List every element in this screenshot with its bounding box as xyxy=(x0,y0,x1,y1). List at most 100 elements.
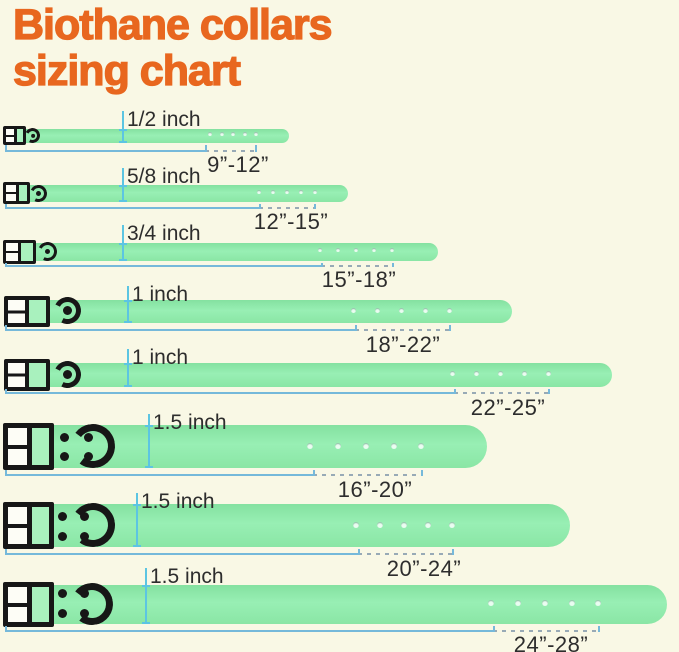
buckle-left-cell xyxy=(6,243,19,261)
size-range-label: 20”-24” xyxy=(386,556,462,581)
length-tick-min xyxy=(493,626,495,632)
buckle-right-cell xyxy=(31,428,49,465)
width-label: 3/4 inch xyxy=(127,222,201,245)
length-tick-max xyxy=(548,389,550,394)
strap-hole xyxy=(425,522,431,528)
buckle-left-cell xyxy=(8,507,27,544)
length-line-dashed xyxy=(493,630,600,632)
strap-hole xyxy=(363,443,369,449)
width-measure-cap-top xyxy=(145,425,153,427)
size-range-label: 16”-20” xyxy=(337,477,413,502)
length-line-solid xyxy=(5,207,259,209)
strap-hole xyxy=(377,522,383,528)
length-tick-min xyxy=(358,549,360,555)
collar-strap xyxy=(10,300,512,323)
size-range-label: 12”-15” xyxy=(253,209,329,234)
length-tick-start xyxy=(5,626,7,632)
width-measure-line xyxy=(145,568,147,624)
width-label: 1/2 inch xyxy=(127,108,201,131)
width-label: 5/8 inch xyxy=(127,165,201,188)
width-measure-line xyxy=(122,111,124,143)
width-measure-line xyxy=(148,414,150,468)
buckle-right-cell xyxy=(18,185,27,201)
width-measure-cap-bottom xyxy=(145,466,153,468)
strap-hole xyxy=(299,190,303,194)
length-tick-max xyxy=(421,470,423,476)
strap-hole xyxy=(243,132,247,136)
strap-hole xyxy=(254,132,258,136)
length-tick-max xyxy=(598,626,600,632)
strap-hole xyxy=(473,371,479,376)
strap-hole xyxy=(335,443,341,449)
length-tick-min xyxy=(313,470,315,476)
length-line-dashed xyxy=(454,392,550,394)
length-line-dashed xyxy=(259,207,316,209)
strap-hole xyxy=(449,522,455,528)
width-measure-cap-bottom xyxy=(119,141,127,143)
buckle-frame-icon xyxy=(4,296,50,327)
strap-hole xyxy=(521,371,527,376)
buckle-divider xyxy=(26,587,32,622)
length-tick-max xyxy=(449,325,451,331)
strap-hole xyxy=(374,308,380,313)
length-tick-max xyxy=(452,549,454,555)
width-measure-cap-bottom xyxy=(119,200,127,202)
width-measure-cap-top xyxy=(124,363,132,365)
width-measure-cap-bottom xyxy=(119,259,127,261)
length-line-solid xyxy=(5,553,358,555)
strap-hole xyxy=(231,132,235,136)
buckle-frame-icon xyxy=(3,126,26,145)
strap-hole xyxy=(285,190,289,194)
width-measure-line xyxy=(127,349,129,387)
buckle-frame-icon xyxy=(3,582,54,627)
buckle-right-cell xyxy=(31,507,49,544)
buckle-right-cell xyxy=(21,243,33,261)
width-measure-cap-bottom xyxy=(124,385,132,387)
buckle-divider xyxy=(25,363,30,387)
buckle-left-cell xyxy=(8,587,27,622)
buckle-right-cell xyxy=(31,587,49,622)
strap-hole xyxy=(390,248,394,252)
buckle-divider xyxy=(26,507,32,544)
strap-hole xyxy=(353,522,359,528)
length-line-solid xyxy=(5,630,493,632)
length-tick-start xyxy=(5,549,7,555)
length-tick-min xyxy=(205,145,207,152)
buckle-right-cell xyxy=(16,129,23,142)
length-line-solid xyxy=(5,150,205,152)
buckle-left-cell xyxy=(8,428,27,465)
strap-hole xyxy=(271,190,275,194)
length-tick-max xyxy=(392,263,394,267)
length-line-dashed xyxy=(313,474,423,476)
width-label: 1 inch xyxy=(132,283,189,306)
strap-hole xyxy=(313,190,317,194)
title-line-2: sizing chart xyxy=(12,47,241,96)
strap-hole xyxy=(488,600,494,606)
width-measure-cap-top xyxy=(133,504,141,506)
length-tick-min xyxy=(454,389,456,394)
strap-hole xyxy=(398,308,404,313)
strap-hole xyxy=(595,600,601,606)
strap-hole xyxy=(497,371,503,376)
length-tick-max xyxy=(314,204,316,209)
strap-hole xyxy=(446,308,452,313)
buckle-frame-icon xyxy=(4,359,50,391)
width-measure-cap-top xyxy=(119,129,127,131)
strap-hole xyxy=(350,308,356,313)
title-line-1: Biothane collars xyxy=(12,1,333,49)
buckle-frame-icon xyxy=(3,423,54,470)
strap-hole xyxy=(372,248,376,252)
strap-hole xyxy=(418,443,424,449)
